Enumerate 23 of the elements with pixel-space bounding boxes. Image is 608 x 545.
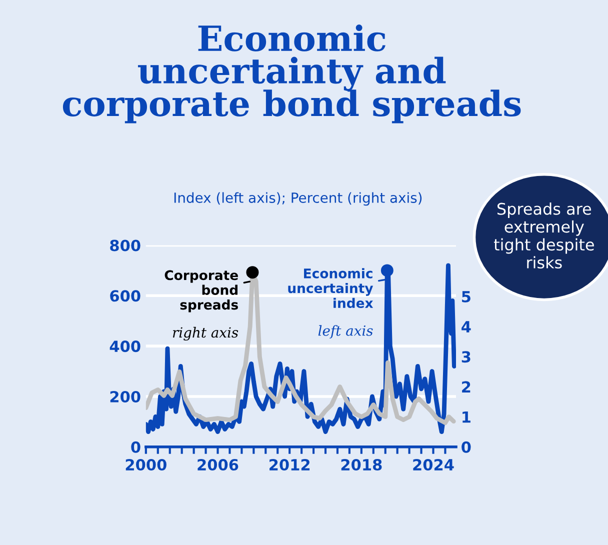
x-tick-label: 2000 <box>126 458 166 471</box>
annotation: right axis <box>172 326 238 341</box>
x-tick-label: 2006 <box>198 458 238 471</box>
annotation: left axis <box>318 325 373 339</box>
y-tick-label: 800 <box>110 240 140 252</box>
text: Spreads are extremely tight despite risks <box>494 202 594 269</box>
x-tick-label: 2018 <box>341 458 382 471</box>
y-tick-label: 400 <box>110 340 140 352</box>
y-tick-label: 0 <box>131 441 140 453</box>
y2-tick-label: 4 <box>462 321 471 332</box>
y2-tick-label: 3 <box>462 351 470 363</box>
y2-tick-label: 5 <box>462 291 470 302</box>
x-tick-label: 2012 <box>270 458 310 471</box>
y2-tick-label: 1 <box>462 411 470 423</box>
chart-subtitle: Index (left axis); Percent (right axis) <box>174 192 422 206</box>
x-tick-label: 2024 <box>413 458 454 471</box>
chart-title: Economic uncertainty and corporate bond spreads <box>62 24 521 124</box>
y2-tick-label: 2 <box>462 381 470 393</box>
legend-label: Economic uncertainty index <box>288 268 374 308</box>
y-tick-label: 600 <box>110 290 140 302</box>
y-tick-label: 200 <box>110 390 140 403</box>
y2-tick-label: 0 <box>462 441 471 453</box>
legend-label: Corporate bond spreads <box>164 270 238 312</box>
